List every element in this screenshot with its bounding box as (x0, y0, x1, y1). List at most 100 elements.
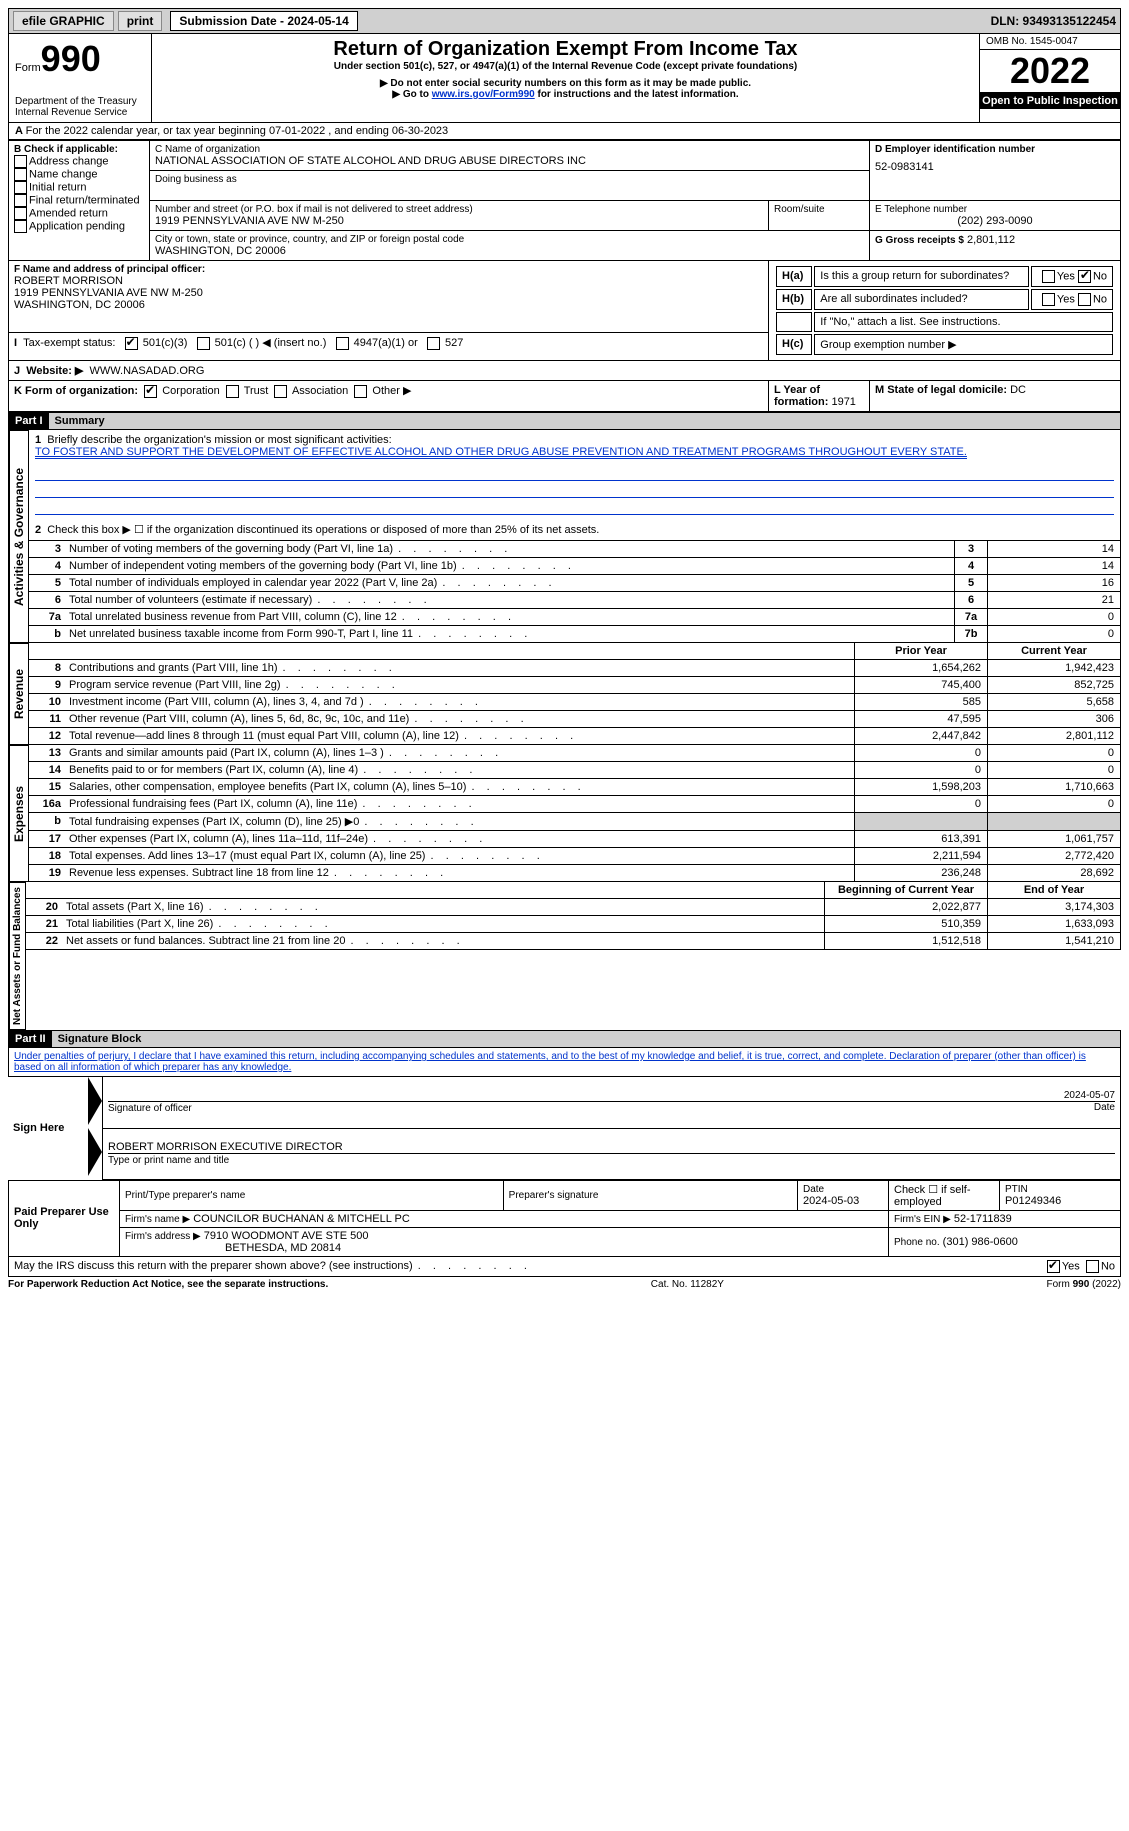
city-label: City or town, state or province, country… (155, 234, 864, 245)
hb-no[interactable]: No (1093, 293, 1107, 305)
prep-sig-label: Preparer's signature (509, 1190, 599, 1201)
efile-btn[interactable]: efile GRAPHIC (13, 11, 114, 31)
phone: (202) 293-0090 (875, 215, 1115, 227)
domicile: DC (1010, 384, 1026, 396)
topbar: efile GRAPHIC print Submission Date - 20… (8, 8, 1121, 34)
ha-no[interactable]: No (1093, 270, 1107, 282)
cb-name-change[interactable]: Name change (29, 168, 98, 180)
hc-text: Group exemption number ▶ (814, 334, 1113, 355)
self-emp[interactable]: Check ☐ if self-employed (889, 1180, 1000, 1210)
hdr-curr: Current Year (987, 643, 1120, 659)
part1-title: Summary (49, 413, 1120, 429)
note2: ▶ Go to www.irs.gov/Form990 for instruct… (158, 89, 973, 100)
officer-label: Type or print name and title (108, 1155, 229, 1166)
f-label: F Name and address of principal officer: (14, 264, 763, 275)
cb-amended[interactable]: Amended return (29, 207, 108, 219)
i-527[interactable]: 527 (445, 337, 463, 349)
officer-city: WASHINGTON, DC 20006 (14, 299, 763, 311)
part2-label: Part II (9, 1031, 52, 1047)
d-label: D Employer identification number (875, 144, 1115, 155)
side-net: Net Assets or Fund Balances (9, 882, 26, 1030)
part2-header: Part II Signature Block (8, 1030, 1121, 1048)
year-formed: 1971 (831, 396, 855, 408)
part2-title: Signature Block (52, 1031, 1120, 1047)
l-label: L Year of formation: (774, 384, 828, 408)
firm-ein-lbl: Firm's EIN ▶ (894, 1214, 951, 1225)
k-other[interactable]: Other ▶ (372, 385, 411, 397)
cb-final[interactable]: Final return/terminated (29, 194, 140, 206)
firm-phone-lbl: Phone no. (894, 1237, 940, 1248)
omb: OMB No. 1545-0047 (980, 34, 1120, 50)
print-btn[interactable]: print (118, 11, 163, 31)
form-header: Form990 Department of the Treasury Inter… (8, 34, 1121, 123)
prep-date-lbl: Date (803, 1184, 824, 1195)
m-label: M State of legal domicile: (875, 384, 1007, 396)
paid-label: Paid Preparer Use Only (9, 1180, 120, 1256)
hb-yes[interactable]: Yes (1057, 293, 1075, 305)
k-assoc[interactable]: Association (292, 385, 348, 397)
firm-city: BETHESDA, MD 20814 (225, 1242, 341, 1254)
part1-exp: Expenses 13Grants and similar amounts pa… (8, 745, 1121, 882)
note2-pre: ▶ Go to (392, 89, 431, 100)
officer: ROBERT MORRISON EXECUTIVE DIRECTOR (108, 1141, 1115, 1154)
section-b-label: B Check if applicable: (14, 144, 144, 155)
firm-addr: 7910 WOODMONT AVE STE 500 (204, 1230, 369, 1242)
k-corp[interactable]: Corporation (162, 385, 219, 397)
info-block: B Check if applicable: Address change Na… (8, 140, 1121, 412)
room-label: Room/suite (774, 204, 864, 215)
form-label: Form (15, 62, 41, 74)
prep-date: 2024-05-03 (803, 1195, 859, 1207)
form-year: Form 990 (2022) (1047, 1279, 1121, 1290)
i-4947[interactable]: 4947(a)(1) or (354, 337, 418, 349)
part1-label: Part I (9, 413, 49, 429)
c-name-label: C Name of organization (155, 144, 864, 155)
i-501c[interactable]: 501(c) ( ) ◀ (insert no.) (215, 337, 327, 349)
period-text: For the 2022 calendar year, or tax year … (26, 125, 449, 137)
sign-here: Sign Here (8, 1077, 88, 1179)
pra: For Paperwork Reduction Act Notice, see … (8, 1279, 328, 1290)
discuss-yes[interactable]: Yes (1062, 1260, 1080, 1272)
firm-addr-lbl: Firm's address ▶ (125, 1231, 201, 1242)
ptin-label: PTIN (1005, 1184, 1028, 1195)
discuss-row: May the IRS discuss this return with the… (8, 1257, 1121, 1277)
dln: DLN: 93493135122454 (991, 14, 1116, 28)
g-label: G Gross receipts $ (875, 235, 964, 246)
ein: 52-0983141 (875, 161, 1115, 173)
note1: ▶ Do not enter social security numbers o… (158, 78, 973, 89)
discuss-no[interactable]: No (1101, 1260, 1115, 1272)
arrow-icon (88, 1128, 102, 1176)
city: WASHINGTON, DC 20006 (155, 245, 864, 257)
side-rev: Revenue (9, 643, 29, 745)
side-ag: Activities & Governance (9, 430, 29, 643)
arrow-icon (88, 1077, 102, 1125)
hdr-prior: Prior Year (854, 643, 987, 659)
mission: TO FOSTER AND SUPPORT THE DEVELOPMENT OF… (35, 446, 967, 459)
preparer-block: Paid Preparer Use Only Print/Type prepar… (8, 1180, 1121, 1257)
note2-post: for instructions and the latest informat… (535, 89, 739, 100)
k-label: K Form of organization: (14, 385, 138, 397)
cat: Cat. No. 11282Y (651, 1279, 724, 1290)
officer-name: ROBERT MORRISON (14, 275, 763, 287)
k-trust[interactable]: Trust (244, 385, 269, 397)
hdr-end: End of Year (987, 882, 1120, 898)
part1-net: Net Assets or Fund Balances Beginning of… (8, 882, 1121, 1030)
irs-link[interactable]: www.irs.gov/Form990 (432, 89, 535, 100)
h-note: If "No," attach a list. See instructions… (814, 312, 1113, 332)
cb-initial[interactable]: Initial return (29, 181, 86, 193)
addr-label: Number and street (or P.O. box if mail i… (155, 204, 763, 215)
cb-app-pending[interactable]: Application pending (29, 220, 125, 232)
firm-ein: 52-1711839 (954, 1213, 1012, 1225)
form-number: 990 (41, 38, 101, 79)
cb-addr-change[interactable]: Address change (29, 155, 109, 167)
i-501c3[interactable]: 501(c)(3) (143, 337, 188, 349)
j-label: Website: ▶ (26, 365, 83, 377)
ha-yes[interactable]: Yes (1057, 270, 1075, 282)
part1-rev: Revenue Prior Year Current Year 8Contrib… (8, 643, 1121, 745)
form-title: Return of Organization Exempt From Incom… (158, 38, 973, 61)
dept: Department of the Treasury (15, 96, 145, 107)
side-exp: Expenses (9, 745, 29, 882)
prep-name-label: Print/Type preparer's name (125, 1190, 245, 1201)
dba-label: Doing business as (155, 174, 864, 185)
website: WWW.NASADAD.ORG (90, 365, 205, 377)
hdr-begin: Beginning of Current Year (824, 882, 987, 898)
